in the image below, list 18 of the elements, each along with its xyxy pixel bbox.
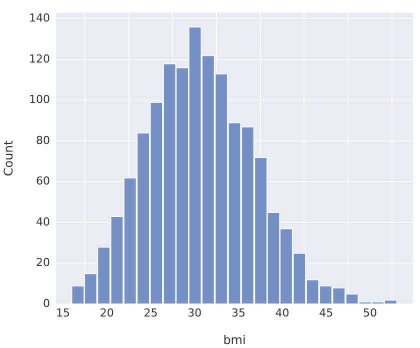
y-axis-title: Count — [1, 140, 16, 176]
y-tick-label: 140 — [29, 12, 50, 25]
y-tick-label: 60 — [36, 174, 50, 188]
x-tick-label: 35 — [231, 306, 246, 320]
y-tick-label: 20 — [36, 256, 50, 270]
x-tick-label: 20 — [100, 306, 114, 320]
y-tick-label: 120 — [29, 52, 50, 66]
y-tick-label: 0 — [43, 296, 50, 310]
x-tick-label: 25 — [144, 306, 158, 320]
y-tick-label: 40 — [36, 215, 50, 228]
x-axis-title: bmi — [223, 332, 246, 347]
x-tick-label: 40 — [275, 306, 290, 320]
x-tick-label: 15 — [56, 306, 70, 320]
x-tick-label: 30 — [188, 306, 202, 320]
y-tick-label: 100 — [29, 93, 50, 106]
x-tick-label: 50 — [363, 306, 378, 320]
x-tick-label: 45 — [319, 306, 334, 320]
y-tick-label: 80 — [36, 134, 50, 147]
